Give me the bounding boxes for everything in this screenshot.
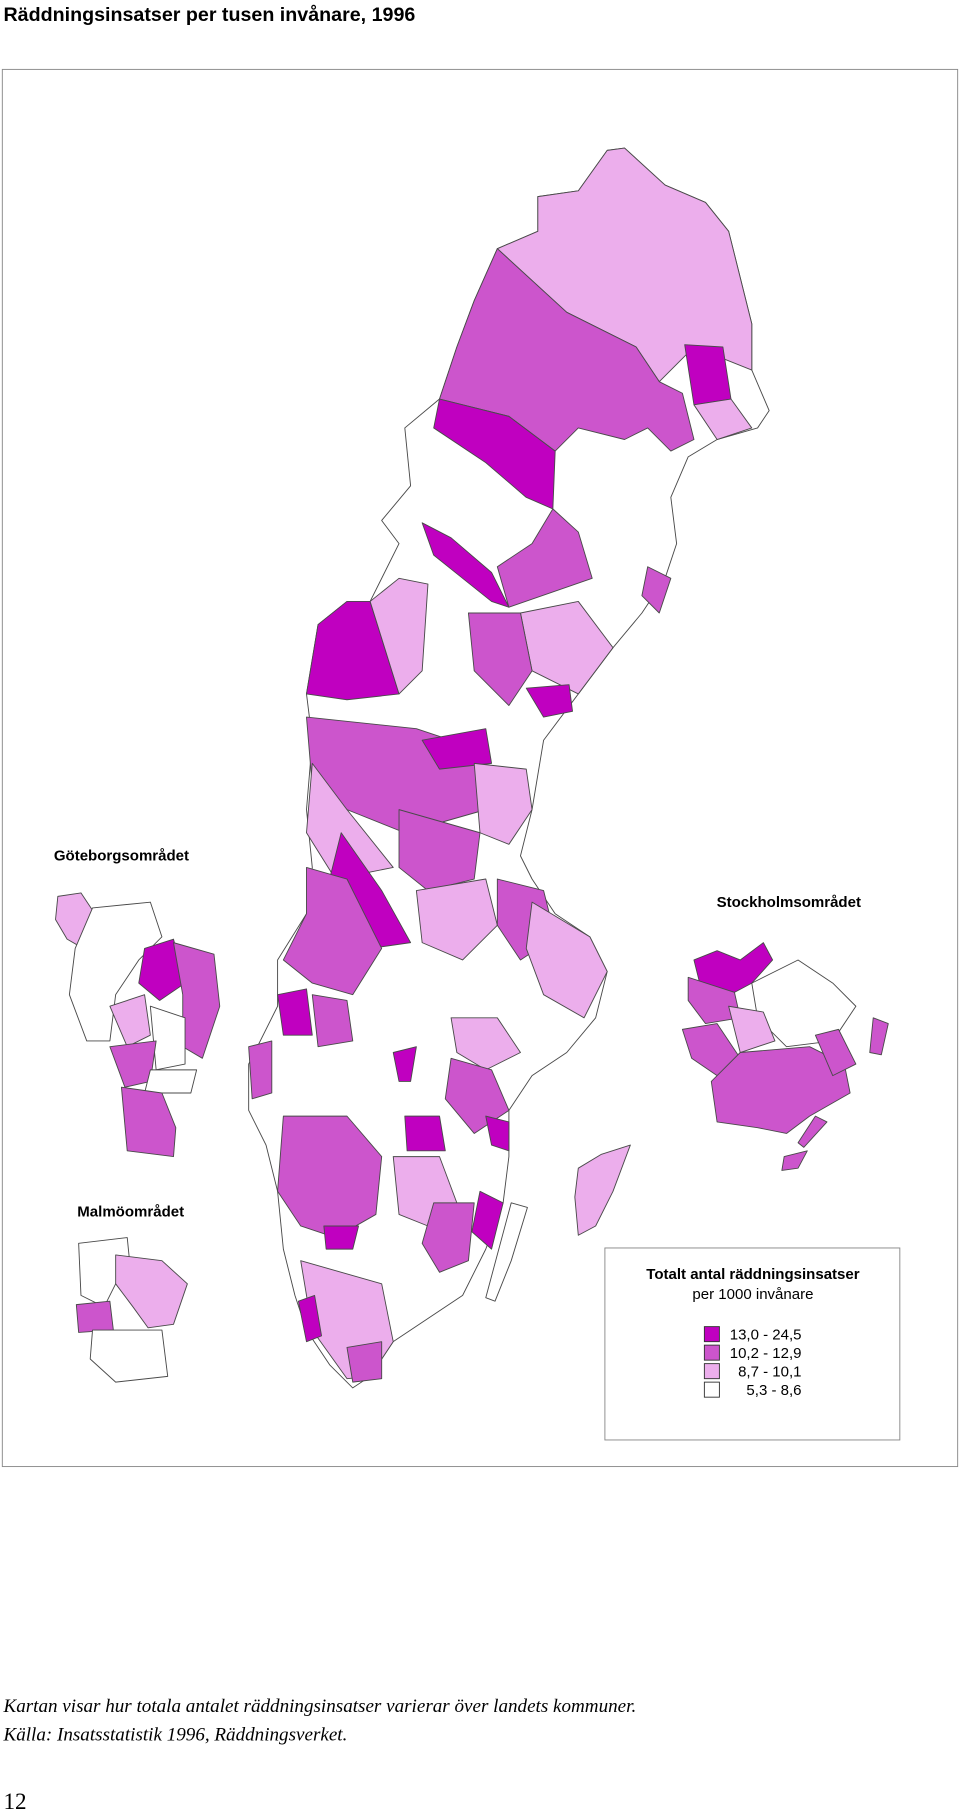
municipality-area bbox=[392, 1046, 417, 1082]
legend-items: 13,0 - 24,5 10,2 - 12,98,7 - 10,1 5,3 - 8,… bbox=[703, 1326, 802, 1399]
municipality-area bbox=[404, 1115, 446, 1152]
sweden-map bbox=[248, 147, 770, 1389]
legend-subtitle: per 1000 invånare bbox=[692, 1286, 813, 1303]
municipality-area bbox=[467, 612, 533, 706]
municipality-area bbox=[525, 684, 573, 718]
municipality-area bbox=[728, 1005, 776, 1053]
map-frame bbox=[1, 68, 959, 1468]
municipality-area bbox=[687, 976, 741, 1025]
municipality-area bbox=[68, 901, 163, 1042]
legend-swatch bbox=[703, 1344, 720, 1361]
municipality-area bbox=[120, 1086, 177, 1158]
municipality-area bbox=[109, 994, 151, 1048]
municipality-area bbox=[297, 1294, 322, 1343]
municipality-area bbox=[329, 832, 412, 949]
malmo-inset: Malmöområdet bbox=[75, 1204, 188, 1383]
municipality-area bbox=[496, 508, 593, 608]
municipality-area bbox=[574, 1144, 631, 1236]
legend: Totalt antal räddningsinsatser per 1000 … bbox=[604, 1247, 901, 1441]
municipality-area bbox=[814, 1028, 857, 1077]
legend-title: Totalt antal räddningsinsatser bbox=[646, 1266, 859, 1283]
municipality-area bbox=[450, 1017, 521, 1071]
caption-line: Källa: Insatsstatistik 1996, Räddningsve… bbox=[2, 1725, 347, 1746]
municipality-area bbox=[138, 938, 186, 1001]
municipality-area bbox=[282, 866, 383, 996]
municipality-area bbox=[346, 1341, 383, 1383]
page-number: 12 bbox=[3, 1789, 26, 1815]
legend-box bbox=[604, 1247, 901, 1441]
legend-swatch bbox=[703, 1326, 720, 1343]
municipality-area bbox=[473, 762, 533, 845]
page-title: Räddningsinsatser per tusen invånare, 19… bbox=[3, 3, 415, 26]
legend-label: 13,0 - 24,5 bbox=[730, 1326, 802, 1343]
municipality-area bbox=[323, 1225, 360, 1250]
municipality-area bbox=[421, 1202, 475, 1273]
municipality-area bbox=[149, 1005, 186, 1071]
municipality-area bbox=[693, 398, 753, 440]
municipality-area bbox=[421, 728, 493, 770]
municipality-area bbox=[485, 1115, 510, 1152]
municipality-area bbox=[869, 1017, 889, 1056]
legend-label: 5,3 - 8,6 bbox=[746, 1382, 801, 1399]
caption-line: Kartan visar hur totala antalet räddning… bbox=[2, 1696, 636, 1717]
municipality-area bbox=[277, 988, 313, 1036]
inset-label: Stockholmsområdet bbox=[717, 894, 861, 911]
legend-label: 10,2 - 12,9 bbox=[730, 1345, 802, 1362]
municipality-area bbox=[439, 248, 695, 452]
inset-label: Malmöområdet bbox=[77, 1204, 184, 1221]
goteborg-inset: Göteborgsområdet bbox=[54, 848, 221, 1158]
municipality-area bbox=[641, 566, 672, 614]
municipality-area bbox=[525, 901, 608, 1019]
municipality-area bbox=[75, 1300, 114, 1333]
municipality-area bbox=[471, 1190, 504, 1250]
legend-label: 8,7 - 10,1 bbox=[738, 1363, 801, 1380]
municipality-area bbox=[248, 1040, 273, 1100]
stockholm-inset: Stockholmsområdet bbox=[681, 894, 889, 1171]
legend-swatch bbox=[703, 1381, 720, 1398]
scaled-layer: Räddningsinsatser per tusen invånare, 19… bbox=[1, 3, 959, 1815]
municipality-area bbox=[797, 1115, 828, 1148]
municipality-area bbox=[115, 1254, 188, 1329]
municipality-area bbox=[781, 1150, 808, 1171]
municipality-area bbox=[485, 1202, 528, 1302]
municipality-area bbox=[369, 577, 429, 695]
municipality-area bbox=[89, 1329, 169, 1383]
municipality-area bbox=[311, 994, 354, 1048]
municipality-area bbox=[415, 878, 498, 961]
municipality-area bbox=[421, 522, 510, 608]
inset-label: Göteborgsområdet bbox=[54, 848, 189, 865]
legend-swatch bbox=[703, 1363, 720, 1380]
municipality-area bbox=[144, 1069, 198, 1094]
